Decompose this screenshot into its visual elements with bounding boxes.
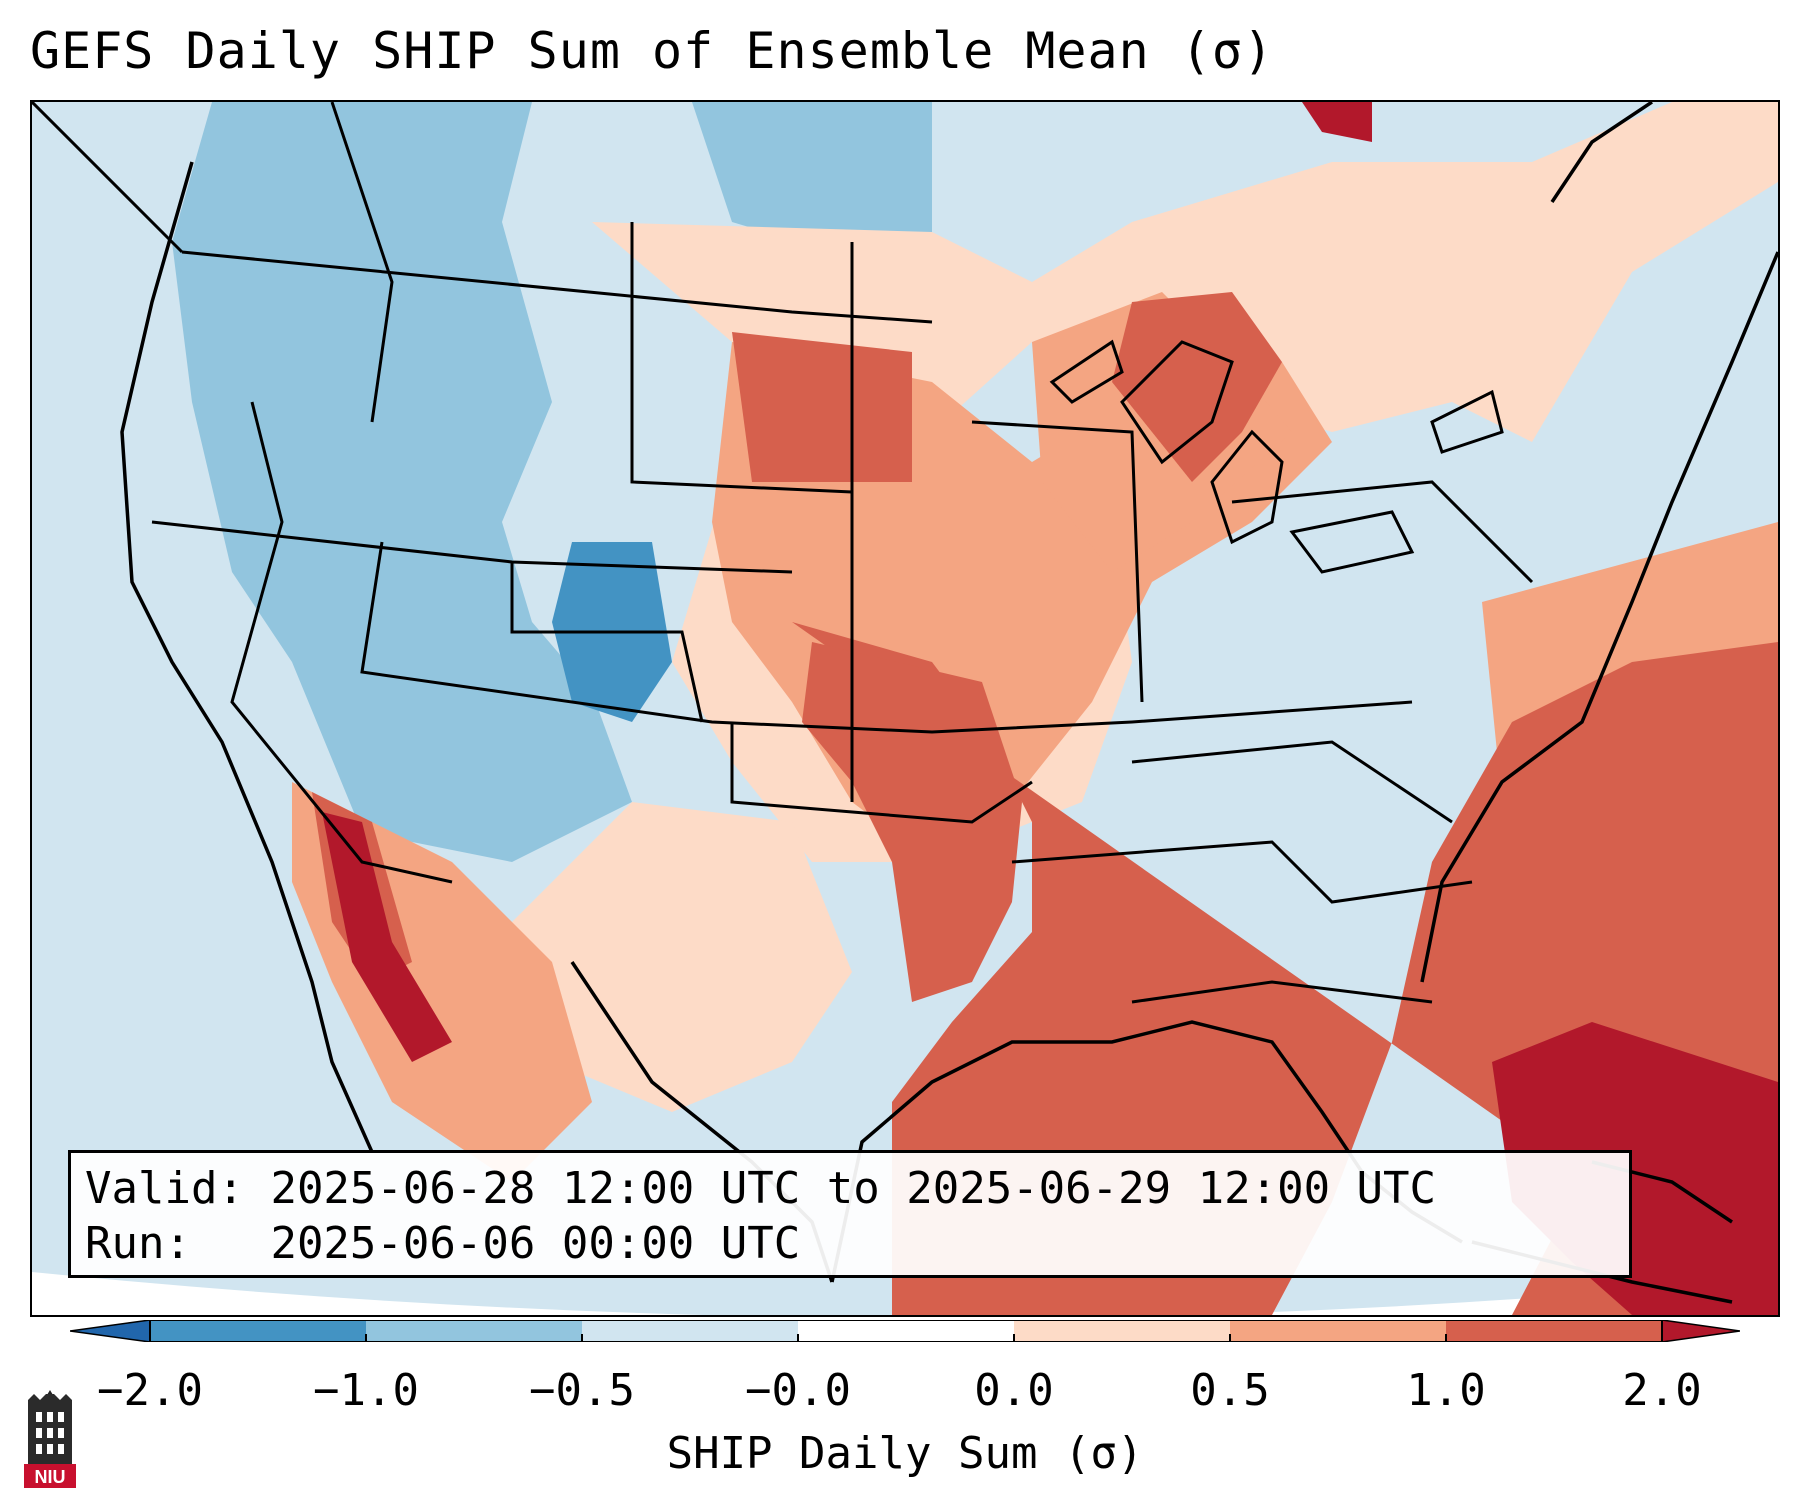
colorbar-tick-label: 0.5 bbox=[1190, 1365, 1270, 1416]
state-boundaries bbox=[32, 102, 1534, 1004]
colorbar-tick-label: −0.5 bbox=[529, 1365, 635, 1416]
anomaly-region-baja-very-strong-positive bbox=[322, 812, 452, 1062]
colorbar-bin-6 bbox=[1230, 1320, 1446, 1342]
colorbar-bin-3 bbox=[582, 1320, 798, 1342]
valid-value: 2025-06-28 12:00 UTC to 2025-06-29 12:00… bbox=[270, 1163, 1437, 1214]
anomaly-region-michigan-strong-positive bbox=[1112, 292, 1282, 482]
colorbar-tick-label: −2.0 bbox=[97, 1365, 203, 1416]
colorbar-bin-5 bbox=[1014, 1320, 1230, 1342]
anomaly-region-west-negative bbox=[172, 102, 632, 862]
map-title: GEFS Daily SHIP Sum of Ensemble Mean (σ) bbox=[30, 22, 1275, 80]
valid-run-info-box: Valid: 2025-06-28 12:00 UTC to 2025-06-2… bbox=[68, 1150, 1632, 1278]
run-line: Run: 2025-06-06 00:00 UTC bbox=[85, 1216, 1615, 1271]
colorbar-tick-label: 1.0 bbox=[1406, 1365, 1486, 1416]
anomaly-region-hudson-very-strong-positive bbox=[1302, 102, 1372, 142]
colorbar-under-extension bbox=[70, 1320, 151, 1342]
map-panel bbox=[30, 100, 1780, 1317]
anomaly-region-texas-light-positive bbox=[512, 802, 852, 1112]
anomaly-region-north-negative bbox=[692, 102, 932, 252]
run-value: 2025-06-06 00:00 UTC bbox=[270, 1218, 801, 1269]
colorbar-ticks bbox=[149, 1334, 1663, 1342]
colorbar-bin-4 bbox=[798, 1320, 1014, 1342]
colorbar-tick-label: −1.0 bbox=[313, 1365, 419, 1416]
colorbar-over-extension bbox=[1661, 1320, 1740, 1342]
colorbar-tick-label: 0.0 bbox=[974, 1365, 1054, 1416]
great-lakes bbox=[1049, 339, 1504, 574]
logo-text: NIU bbox=[35, 1467, 66, 1487]
anomaly-region-oklahoma-strong-positive bbox=[802, 642, 1022, 1002]
colorbar-bin-1 bbox=[150, 1320, 366, 1342]
anomaly-region-dakotas-strong-positive bbox=[732, 332, 912, 482]
niu-tower-logo-icon: NIU bbox=[24, 1390, 76, 1488]
colorbar-tick-label: −0.0 bbox=[745, 1365, 851, 1416]
colorbar-outline bbox=[149, 1320, 1663, 1342]
colorbar-tick-label: 2.0 bbox=[1622, 1365, 1702, 1416]
run-label: Run: bbox=[85, 1218, 191, 1269]
colorbar-bin-7 bbox=[1446, 1320, 1662, 1342]
anomaly-map bbox=[32, 102, 1778, 1315]
colorbar-bin-2 bbox=[366, 1320, 582, 1342]
valid-line: Valid: 2025-06-28 12:00 UTC to 2025-06-2… bbox=[85, 1161, 1615, 1216]
valid-label: Valid: bbox=[85, 1163, 244, 1214]
colorbar-label: SHIP Daily Sum (σ) bbox=[666, 1428, 1144, 1479]
colorbar bbox=[70, 1320, 1740, 1342]
